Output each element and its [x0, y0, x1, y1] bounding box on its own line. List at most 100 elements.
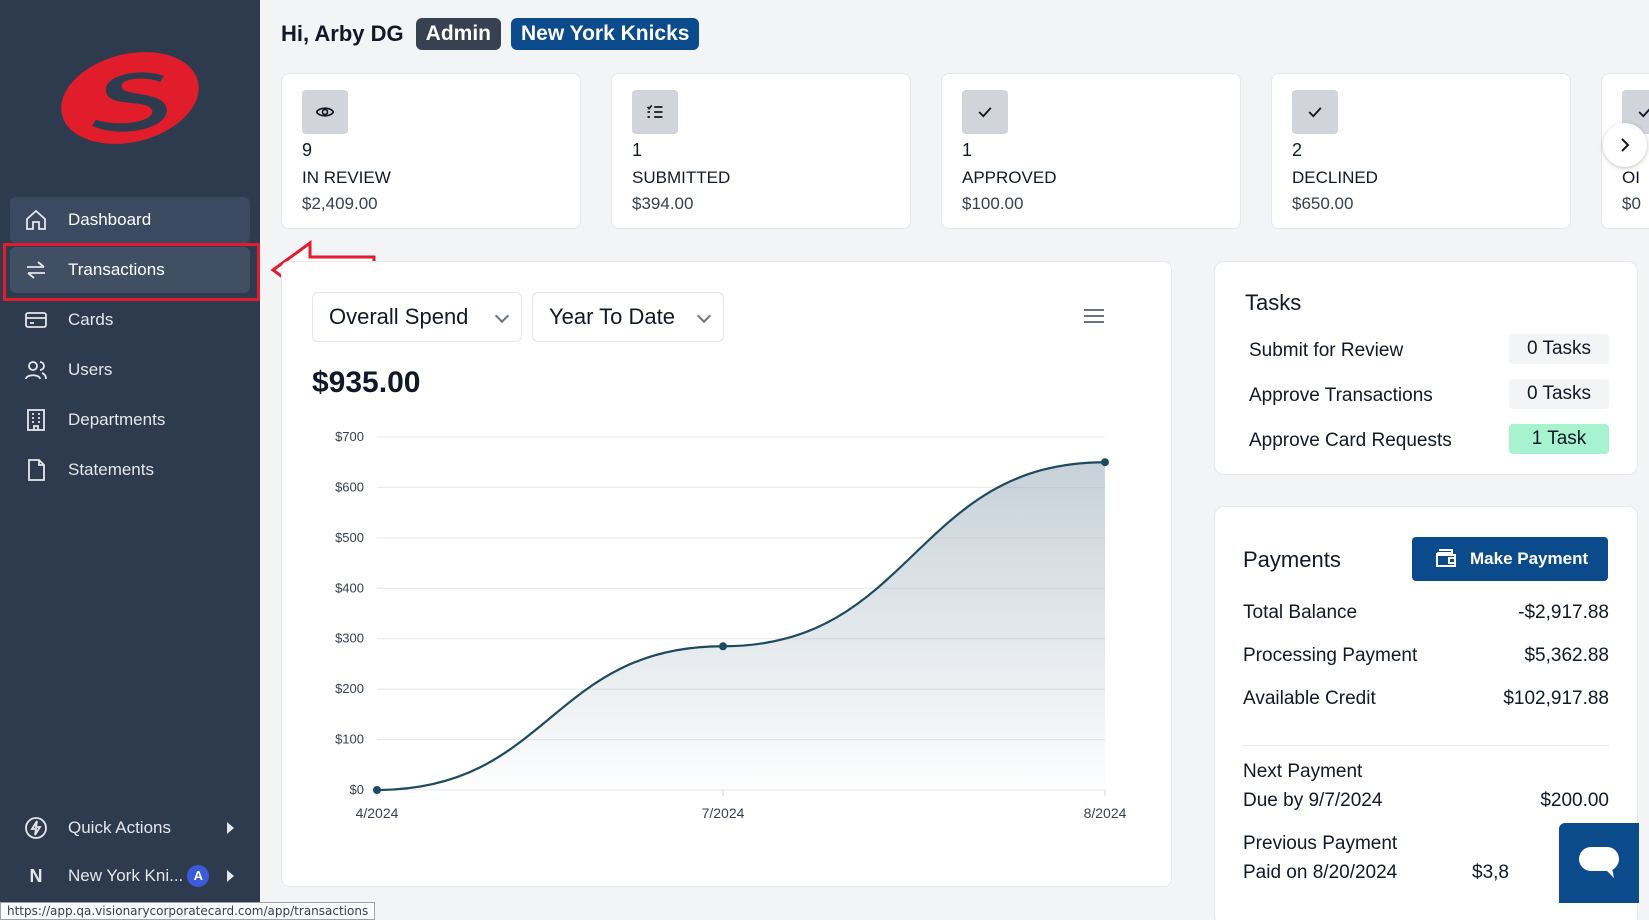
y-tick-label: $700	[335, 429, 364, 444]
x-tick-label: 7/2024	[702, 805, 745, 821]
y-tick-label: $500	[335, 530, 364, 545]
sidebar-nav: Dashboard Transactions Cards Users Depar…	[10, 197, 250, 497]
check-icon	[978, 107, 992, 118]
y-tick-label: $600	[335, 479, 364, 494]
check-icon	[1638, 108, 1649, 118]
task-count-badge: 1 Task	[1509, 424, 1609, 454]
previous-payment-label: Previous Payment	[1243, 833, 1398, 854]
stat-count: 1	[632, 140, 643, 160]
previous-payment-amount: $3,8	[1472, 862, 1509, 883]
chat-bubble-icon	[1579, 847, 1619, 878]
metric-select[interactable]: Overall Spend	[312, 292, 522, 342]
payment-row-label: Total Balance	[1243, 602, 1358, 623]
caret-right-icon	[227, 870, 234, 882]
metric-select-value: Overall Spend	[329, 304, 469, 329]
tasks-card: Tasks Submit for Review 0 Tasks Approve …	[1214, 261, 1638, 475]
status-bar-url: https://app.qa.visionarycorporatecard.co…	[0, 902, 376, 920]
sidebar-item-users[interactable]: Users	[10, 347, 250, 393]
stat-icon-box	[632, 90, 678, 134]
sidebar-item-cards[interactable]: Cards	[10, 297, 250, 343]
org-switcher[interactable]: N New York Kni... A	[10, 854, 250, 898]
sidebar-item-transactions[interactable]: Transactions	[10, 247, 250, 293]
data-point[interactable]	[719, 642, 727, 651]
caret-right-icon	[227, 822, 234, 834]
make-payment-label: Make Payment	[1470, 549, 1589, 568]
y-tick-label: $100	[335, 732, 364, 747]
data-point[interactable]	[1101, 458, 1109, 467]
payment-row-value: -$2,917.88	[1518, 602, 1609, 623]
sidebar-item-statements[interactable]: Statements	[10, 447, 250, 493]
quick-actions-menu[interactable]: Quick Actions	[10, 806, 250, 850]
greeting-text: Hi, Arby DG	[281, 21, 404, 46]
y-tick-label: $0	[350, 782, 364, 797]
task-label: Submit for Review	[1249, 340, 1404, 361]
sidebar-item-departments[interactable]: Departments	[10, 397, 250, 443]
stat-label: SUBMITTED	[632, 168, 731, 187]
payment-row: Available Credit $102,917.88	[1243, 688, 1609, 710]
tasks-title: Tasks	[1245, 290, 1302, 315]
sidebar: Dashboard Transactions Cards Users Depar…	[0, 0, 260, 920]
company-logo[interactable]	[56, 48, 204, 148]
y-tick-label: $300	[335, 631, 364, 646]
stat-card-in-review[interactable]: 9 IN REVIEW $2,409.00	[281, 73, 581, 229]
stat-label: IN REVIEW	[302, 168, 391, 187]
payment-row-label: Processing Payment	[1243, 645, 1418, 666]
stat-amount: $0	[1622, 194, 1641, 213]
next-payment-label: Next Payment	[1243, 761, 1363, 782]
org-initial: N	[29, 866, 43, 886]
previous-payment-row: Paid on 8/20/2024 $3,8	[1243, 862, 1609, 884]
x-tick-label: 8/2024	[1084, 805, 1127, 821]
stat-card-declined[interactable]: 2 DECLINED $650.00	[1271, 73, 1571, 229]
sidebar-item-label: Transactions	[68, 260, 165, 279]
task-row[interactable]: Submit for Review 0 Tasks	[1249, 334, 1609, 368]
stat-amount: $100.00	[962, 194, 1024, 213]
team-badge: New York Knicks	[510, 18, 700, 50]
lightning-icon	[25, 817, 47, 839]
chevron-right-icon	[1621, 138, 1630, 152]
stat-label: OI	[1622, 168, 1640, 187]
period-select[interactable]: Year To Date	[532, 292, 724, 342]
payment-row-value: $102,917.88	[1503, 688, 1609, 709]
spend-total: $935.00	[312, 366, 421, 399]
payment-row-label: Available Credit	[1243, 688, 1376, 709]
carousel-next-button[interactable]	[1603, 123, 1647, 167]
stat-card-submitted[interactable]: 1 SUBMITTED $394.00	[611, 73, 911, 229]
y-tick-label: $200	[335, 681, 364, 696]
next-payment-due: Due by 9/7/2024	[1243, 790, 1383, 811]
stat-icon-box	[302, 90, 348, 134]
task-label: Approve Transactions	[1249, 385, 1433, 406]
stat-icon-box	[1292, 90, 1338, 134]
task-count-badge: 0 Tasks	[1509, 334, 1609, 364]
period-select-value: Year To Date	[549, 304, 675, 329]
spend-chart-card: Overall Spend Year To Date $935.00 $0 $10…	[281, 261, 1172, 887]
stat-amount: $394.00	[632, 194, 694, 213]
stat-count: 1	[962, 140, 973, 160]
stat-amount: $2,409.00	[302, 194, 378, 213]
payments-title: Payments	[1243, 547, 1341, 572]
next-payment-row: Due by 9/7/2024 $200.00	[1243, 790, 1609, 812]
org-role-badge: A	[187, 865, 210, 887]
payment-row: Processing Payment $5,362.88	[1243, 645, 1609, 667]
spend-area-chart: $0 $100 $200 $300 $400 $500 $600 $700 4/2024 7/20…	[335, 429, 1127, 821]
users-icon	[25, 361, 47, 380]
make-payment-button[interactable]: Make Payment	[1412, 537, 1608, 581]
data-point[interactable]	[373, 786, 381, 794]
sidebar-item-label: Users	[68, 360, 113, 379]
sidebar-item-dashboard[interactable]: Dashboard	[10, 197, 250, 243]
stat-label: DECLINED	[1292, 168, 1378, 187]
quick-actions-label: Quick Actions	[68, 818, 171, 837]
task-count-badge: 0 Tasks	[1509, 379, 1609, 409]
wallet-icon	[1436, 549, 1456, 567]
chat-widget-button[interactable]	[1559, 823, 1639, 903]
stat-count: 9	[302, 140, 313, 160]
sidebar-item-label: Dashboard	[68, 210, 152, 229]
card-icon	[25, 312, 47, 328]
stat-card-approved[interactable]: 1 APPROVED $100.00	[941, 73, 1241, 229]
task-row[interactable]: Approve Card Requests 1 Task	[1249, 424, 1609, 458]
task-row[interactable]: Approve Transactions 0 Tasks	[1249, 379, 1609, 413]
annotation-highlight-box	[3, 243, 260, 301]
hamburger-menu-icon[interactable]	[1083, 308, 1105, 324]
previous-payment-date: Paid on 8/20/2024	[1243, 862, 1398, 883]
sidebar-item-label: Departments	[68, 410, 166, 429]
task-label: Approve Card Requests	[1249, 430, 1452, 451]
